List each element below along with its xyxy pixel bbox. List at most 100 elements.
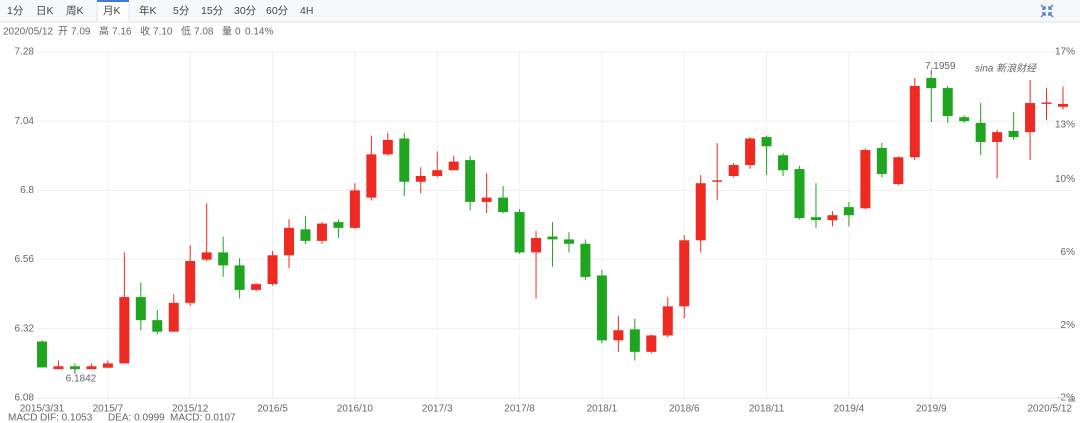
y-tick-label: 6.08 [15,393,35,404]
candle-body [843,207,854,216]
tab[interactable]: 年K [139,4,157,17]
candle-body [69,366,80,370]
candle-body [975,122,986,142]
x-tick-label: 2016/10 [337,404,374,415]
candle-body [761,137,772,147]
candle-body [547,236,558,240]
quote-label: 量 [222,26,232,38]
x-tick-label: 2018/1 [587,404,618,415]
tab[interactable]: 日K [36,5,54,17]
tab[interactable]: 15分 [201,5,224,17]
candle-body [926,77,937,89]
candle-body [432,170,443,176]
y2-tick-label: 10% [1055,174,1075,185]
y2-tick-label: 13% [1055,119,1075,130]
candle-body [662,306,673,336]
collapse-icon[interactable] [1040,4,1054,18]
y-tick-label: 6.56 [15,254,35,265]
tab[interactable]: 5分 [173,5,190,17]
quote-value: 7.16 [112,27,132,38]
candle-body [300,229,311,241]
candle-body [728,165,739,176]
candle-body [580,243,591,277]
candle-body [168,302,179,332]
candle-body [992,132,1003,142]
x-tick-label: 2015/7 [93,404,124,415]
y2-tick-label: 17% [1055,47,1075,58]
candle-body [465,160,476,202]
candle-body [860,150,871,209]
candle-body [596,275,607,341]
x-tick-label: 2016/5 [257,404,288,415]
tab[interactable]: 30分 [234,5,257,17]
candle-body [481,197,492,202]
candle-body [316,223,327,241]
quote-value: 7.10 [153,27,173,38]
tab[interactable]: 4H [300,5,313,17]
y2-tick-label: 6% [1061,247,1076,258]
candle-body [810,217,821,221]
candle-body [349,190,360,228]
candle-body [1041,102,1052,104]
quote-label: 低 [181,25,191,38]
quote-change: 0.14% [245,27,273,38]
max-label: 7.1959 [925,61,956,72]
candle-body [267,255,278,285]
quote-value: 0 [235,27,241,38]
candle-body [1025,103,1036,133]
candle-body [893,157,904,185]
quote-label: 收 [140,25,150,38]
candle-body [498,197,509,213]
x-tick-label: 2019/4 [834,404,865,415]
candle-body [563,239,574,244]
candle-body [712,180,723,182]
active-tab [96,0,130,23]
candle-body [251,284,262,290]
candle-body [778,155,789,171]
watermark: sina 新浪财经 [975,63,1037,75]
candle-body [152,320,163,332]
candle-body [745,138,756,166]
x-tick-label: 2019/9 [916,404,947,415]
x-tick-label: 2020/5/12 [1028,404,1073,415]
min-label: 6.1842 [66,374,97,385]
candle-body [1008,131,1019,138]
candle-body [86,366,97,370]
scroll-arrow[interactable] [1068,396,1076,402]
candle-body [646,335,657,352]
tab[interactable]: 1分 [7,5,24,17]
candle-body [119,297,130,364]
candle-body [448,161,459,171]
x-tick-label: 2015/3/31 [20,404,65,415]
indicator-name: MACD [8,413,37,423]
x-tick-label: 2018/11 [749,404,785,415]
quote-date: 2020/05/12 [3,27,53,38]
candle-body [102,363,113,368]
tab[interactable]: 60分 [266,5,289,17]
toolbar [0,0,1080,22]
candle-body [333,222,344,228]
candle-body [1058,103,1068,107]
candle-body [234,265,245,290]
indicator-value: MACD: 0.0107 [170,413,236,423]
x-tick-label: 2015/12 [172,404,209,415]
plot [37,51,1072,399]
x-tick-label: 2017/8 [504,404,535,415]
indicator-value: DIF: 0.1053 [40,413,93,423]
y-tick-label: 7.28 [15,47,35,58]
candle-body [366,154,377,198]
tab[interactable]: 月K [103,5,121,17]
candle-body [794,169,805,219]
y2-tick-label: 2% [1061,320,1076,331]
candle-body [514,212,525,253]
candle-body [679,240,690,307]
candle-body [531,237,542,253]
candle-body [201,252,212,260]
candle-body [185,261,196,303]
candle-body [629,329,640,352]
candle-body [876,148,887,174]
quote-label: 高 [99,25,109,38]
y-tick-label: 6.32 [15,323,35,334]
candle-body [695,183,706,241]
tab[interactable]: 周K [66,5,84,17]
